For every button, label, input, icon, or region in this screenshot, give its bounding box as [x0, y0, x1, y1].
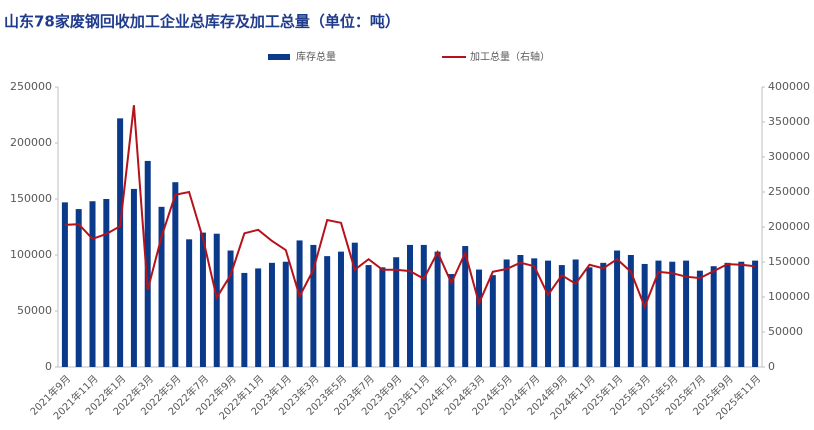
bar [545, 260, 552, 367]
y2-tick-label: 0 [768, 360, 775, 373]
y-tick-label: 150000 [10, 192, 52, 205]
chart-title: 山东78家废钢回收加工企业总库存及加工总量（单位：吨） [4, 13, 400, 31]
legend-label: 库存总量 [296, 50, 336, 63]
bar [476, 269, 483, 367]
y2-tick-label: 400000 [768, 80, 810, 93]
bar [572, 259, 579, 367]
bar [669, 261, 676, 367]
bar [103, 199, 110, 367]
bar [724, 262, 731, 367]
bar [89, 201, 96, 367]
bar [393, 257, 400, 367]
y2-tick-label: 200000 [768, 220, 810, 233]
bar [531, 258, 538, 367]
bar [683, 260, 690, 367]
bar [586, 267, 593, 367]
bar [130, 188, 137, 367]
y2-tick-label: 350000 [768, 115, 810, 128]
y-tick-label: 250000 [10, 80, 52, 93]
bar [172, 182, 179, 367]
bar [434, 251, 441, 367]
bar [462, 246, 469, 367]
bar [144, 160, 151, 367]
y2-tick-label: 250000 [768, 185, 810, 198]
bar [227, 250, 234, 367]
bar [558, 265, 565, 367]
bar [503, 259, 510, 367]
bar [199, 232, 206, 367]
bar [655, 260, 662, 367]
bar [407, 244, 413, 367]
bar [351, 242, 358, 367]
y-tick-label: 200000 [10, 136, 52, 149]
bar [641, 263, 648, 367]
bar [61, 202, 68, 367]
bar [268, 262, 275, 367]
y2-tick-label: 300000 [768, 150, 810, 163]
legend-label: 加工总量（右轴） [470, 50, 550, 63]
bar [365, 265, 372, 367]
bar [158, 206, 165, 367]
bar [752, 260, 759, 367]
y2-tick-label: 100000 [768, 290, 810, 303]
bar [600, 262, 607, 367]
bar [627, 255, 634, 367]
bar [186, 239, 193, 367]
y2-tick-label: 50000 [768, 325, 803, 338]
bar [489, 275, 496, 367]
bar [379, 267, 386, 367]
bar [696, 270, 703, 367]
bar [213, 233, 220, 367]
y-tick-label: 100000 [10, 248, 52, 261]
bar [517, 255, 524, 367]
y-tick-label: 50000 [17, 304, 52, 317]
bar [296, 240, 303, 367]
bar [614, 250, 621, 367]
bar [738, 261, 745, 367]
bar [420, 244, 427, 367]
bar [448, 274, 455, 367]
y2-tick-label: 150000 [768, 255, 810, 268]
line [64, 105, 756, 310]
y-tick-label: 0 [45, 360, 52, 373]
legend-swatch [268, 54, 290, 60]
bar [282, 261, 289, 367]
bar [337, 251, 344, 367]
bar [310, 244, 317, 367]
bar [75, 209, 82, 367]
bar [117, 118, 124, 367]
bar [255, 268, 262, 367]
bar [324, 256, 331, 367]
bar [241, 272, 248, 367]
bar [710, 266, 717, 367]
